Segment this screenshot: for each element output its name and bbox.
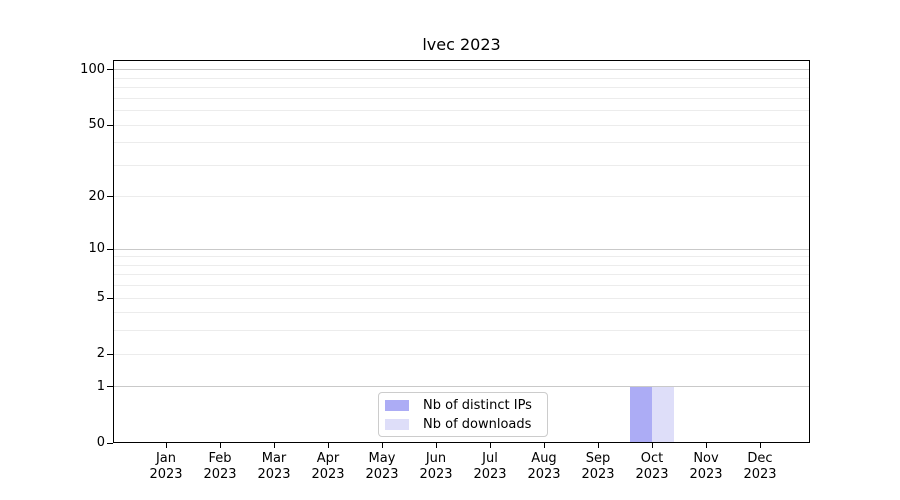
y-tick-mark xyxy=(107,386,113,388)
x-tick-mark xyxy=(759,443,761,448)
x-tick-label: Feb 2023 xyxy=(203,451,237,482)
legend-item-downloads: Nb of downloads xyxy=(379,415,547,434)
gridline-minor xyxy=(113,285,810,287)
y-tick-label: 20 xyxy=(88,188,105,204)
x-tick-mark xyxy=(165,443,167,448)
gridline-minor xyxy=(113,164,810,166)
y-tick-label: 100 xyxy=(80,61,105,77)
legend-swatch-downloads-icon xyxy=(385,419,409,430)
y-tick-mark xyxy=(107,297,113,299)
gridline-minor xyxy=(113,256,810,258)
y-tick-label: 50 xyxy=(88,117,105,133)
x-tick-mark xyxy=(489,443,491,448)
x-tick-mark xyxy=(651,443,653,448)
y-tick-mark xyxy=(107,124,113,126)
legend: Nb of distinct IPs Nb of downloads xyxy=(378,392,548,437)
y-tick-label: 2 xyxy=(96,346,105,362)
gridline-minor xyxy=(113,124,810,126)
gridline-minor xyxy=(113,110,810,112)
y-tick-mark xyxy=(107,442,113,444)
y-tick-label: 10 xyxy=(88,241,105,257)
x-tick-mark xyxy=(705,443,707,448)
y-tick-label: 0 xyxy=(96,435,105,450)
x-tick-label: Dec 2023 xyxy=(743,451,777,482)
legend-item-distinct-ips: Nb of distinct IPs xyxy=(379,396,547,415)
x-tick-label: Apr 2023 xyxy=(311,451,345,482)
gridline-minor xyxy=(113,330,810,332)
bar-downloads xyxy=(652,386,674,443)
x-tick-mark xyxy=(435,443,437,448)
y-tick-mark xyxy=(107,248,113,250)
x-tick-mark xyxy=(543,443,545,448)
x-tick-label: Mar 2023 xyxy=(257,451,291,482)
y-tick-mark xyxy=(107,353,113,355)
y-tick-label: 1 xyxy=(96,378,105,394)
x-tick-label: Jul 2023 xyxy=(473,451,507,482)
gridline-minor xyxy=(113,264,810,266)
x-tick-mark xyxy=(273,443,275,448)
gridline-minor xyxy=(113,142,810,144)
x-tick-mark xyxy=(381,443,383,448)
chart-title: lvec 2023 xyxy=(422,35,501,54)
plot-area: 0 1 2 5 10 20 50 100 Jan 2023 Feb 2023 Mar 2023 Apr… xyxy=(80,60,810,482)
gridline-minor xyxy=(113,87,810,89)
x-tick-label: Jun 2023 xyxy=(419,451,453,482)
legend-swatch-distinct-ips-icon xyxy=(385,400,409,411)
x-tick-label: Oct 2023 xyxy=(635,451,669,482)
legend-label-distinct-ips: Nb of distinct IPs xyxy=(423,398,532,413)
x-tick-label: Jan 2023 xyxy=(149,451,183,482)
x-tick-label: Nov 2023 xyxy=(689,451,723,482)
x-tick-mark xyxy=(219,443,221,448)
gridline-minor xyxy=(113,97,810,99)
y-tick-label: 5 xyxy=(96,290,105,306)
gridline-minor xyxy=(113,297,810,299)
x-tick-mark xyxy=(597,443,599,448)
gridline-minor xyxy=(113,353,810,355)
y-tick-mark xyxy=(107,196,113,198)
y-tick-mark xyxy=(107,69,113,71)
x-tick-label: Aug 2023 xyxy=(527,451,561,482)
gridline-minor xyxy=(113,77,810,79)
gridline-major xyxy=(113,386,810,388)
gridline-major xyxy=(113,248,810,250)
gridline-minor xyxy=(113,196,810,198)
legend-label-downloads: Nb of downloads xyxy=(423,417,532,432)
bar-distinct-ips xyxy=(630,386,652,443)
gridline-minor xyxy=(113,274,810,276)
gridline-minor xyxy=(113,312,810,314)
x-tick-mark xyxy=(327,443,329,448)
x-tick-label: Sep 2023 xyxy=(581,451,615,482)
gridline-major xyxy=(113,69,810,71)
x-tick-label: May 2023 xyxy=(365,451,399,482)
